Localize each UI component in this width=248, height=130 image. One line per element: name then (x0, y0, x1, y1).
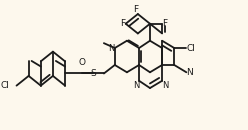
Text: F: F (162, 19, 167, 28)
Text: O: O (79, 58, 86, 67)
Text: F: F (121, 19, 126, 28)
Text: N: N (108, 44, 115, 53)
Text: N: N (133, 81, 139, 90)
Text: N: N (162, 81, 168, 90)
Text: N: N (186, 68, 193, 77)
Text: S: S (90, 69, 96, 78)
Text: Cl: Cl (0, 81, 9, 90)
Text: Cl: Cl (186, 44, 195, 53)
Text: F: F (133, 5, 138, 14)
